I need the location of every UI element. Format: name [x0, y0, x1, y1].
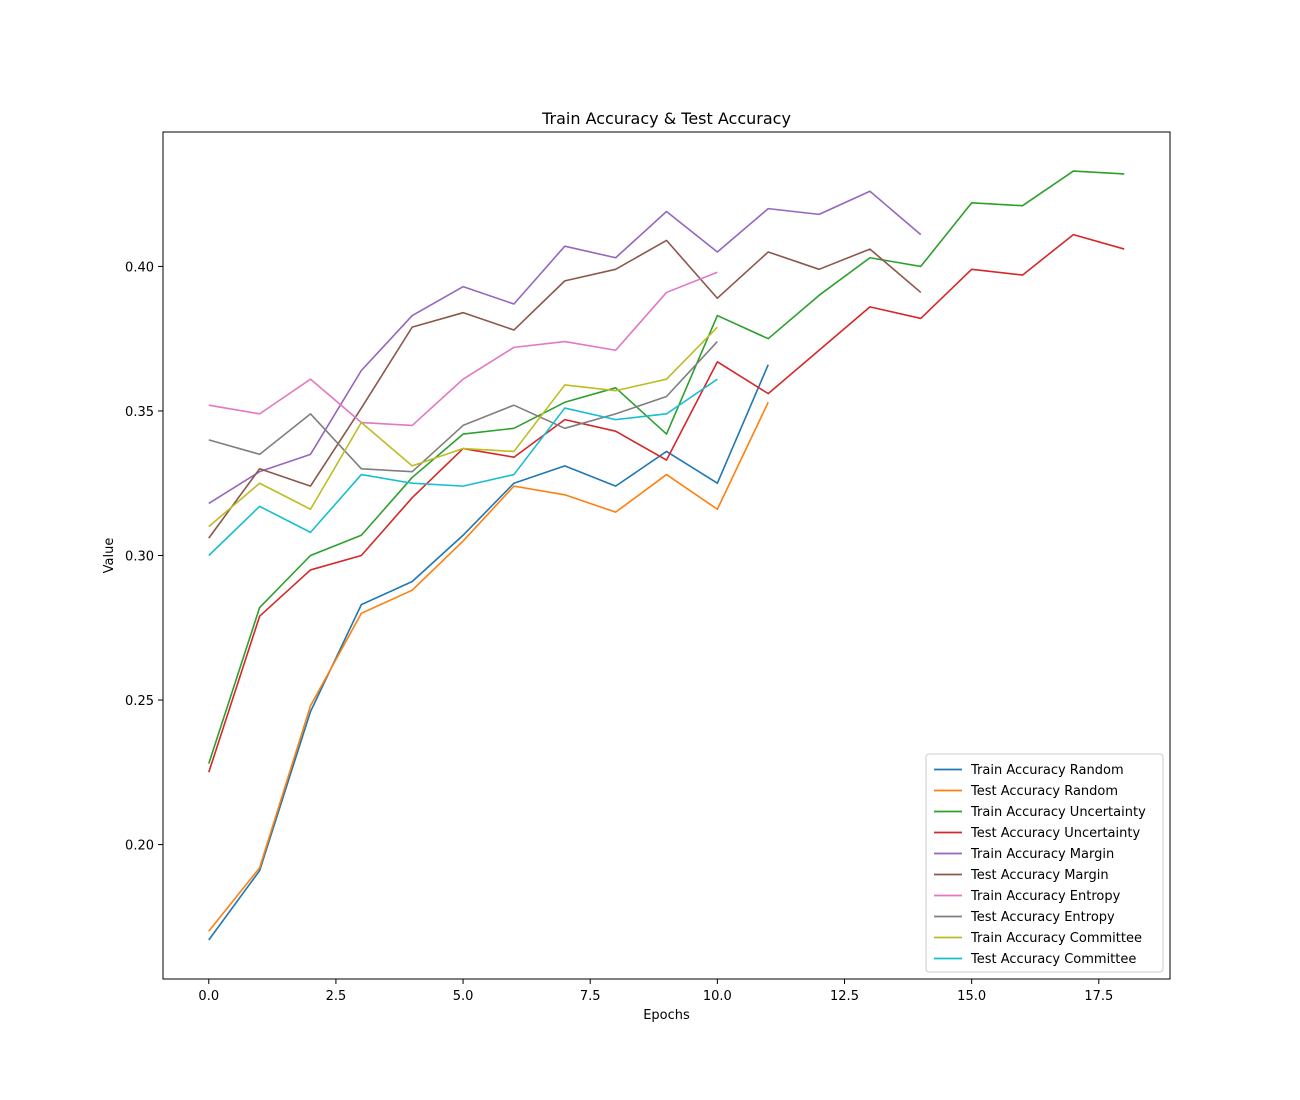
series-line-train-accuracy-uncertainty: [208, 170, 1125, 764]
legend-label: Test Accuracy Committee: [970, 952, 1136, 967]
x-tick-label: 7.5: [580, 989, 601, 1004]
x-tick-label: 5.0: [453, 989, 474, 1004]
y-axis-label: Value: [102, 538, 117, 574]
legend-label: Test Accuracy Entropy: [970, 910, 1115, 925]
y-tick-label: 0.20: [125, 839, 154, 854]
series-line-train-accuracy-random: [208, 364, 769, 941]
legend-label: Train Accuracy Uncertainty: [970, 805, 1146, 820]
y-tick-label: 0.25: [125, 694, 154, 709]
x-axis: 0.0 2.5 5.0 7.5 10.0 12.5 15.0 17.5: [198, 979, 1113, 1004]
legend-label: Train Accuracy Margin: [970, 847, 1114, 862]
legend-label: Train Accuracy Entropy: [970, 889, 1121, 904]
series-line-test-accuracy-margin: [208, 239, 922, 539]
x-tick-label: 17.5: [1084, 989, 1113, 1004]
legend-label: Train Accuracy Committee: [970, 931, 1142, 946]
series-line-train-accuracy-entropy: [208, 271, 718, 427]
chart-title: Train Accuracy & Test Accuracy: [541, 109, 791, 128]
legend-label: Test Accuracy Margin: [970, 868, 1109, 883]
series-line-test-accuracy-entropy: [208, 341, 718, 473]
series-line-test-accuracy-random: [208, 401, 769, 932]
x-tick-label: 10.0: [703, 989, 732, 1004]
x-tick-label: 12.5: [830, 989, 859, 1004]
legend-label: Test Accuracy Uncertainty: [970, 826, 1140, 841]
legend-box: [925, 753, 1164, 973]
x-axis-label: Epochs: [643, 1008, 690, 1023]
legend: Train Accuracy Random Test Accuracy Rando…: [925, 753, 1164, 973]
y-tick-label: 0.40: [125, 260, 154, 275]
series-line-train-accuracy-committee: [208, 326, 718, 528]
legend-label: Test Accuracy Random: [970, 784, 1118, 799]
y-axis: 0.20 0.25 0.30 0.35 0.40: [125, 260, 163, 854]
x-tick-label: 2.5: [326, 989, 347, 1004]
series-line-test-accuracy-uncertainty: [208, 233, 1125, 773]
y-tick-label: 0.35: [125, 405, 154, 420]
series-line-test-accuracy-committee: [208, 378, 718, 557]
series-line-train-accuracy-margin: [208, 190, 922, 505]
series-layer: [208, 170, 1125, 941]
legend-label: Train Accuracy Random: [970, 763, 1124, 778]
y-tick-label: 0.30: [125, 550, 154, 565]
x-tick-label: 15.0: [957, 989, 986, 1004]
x-tick-label: 0.0: [198, 989, 219, 1004]
